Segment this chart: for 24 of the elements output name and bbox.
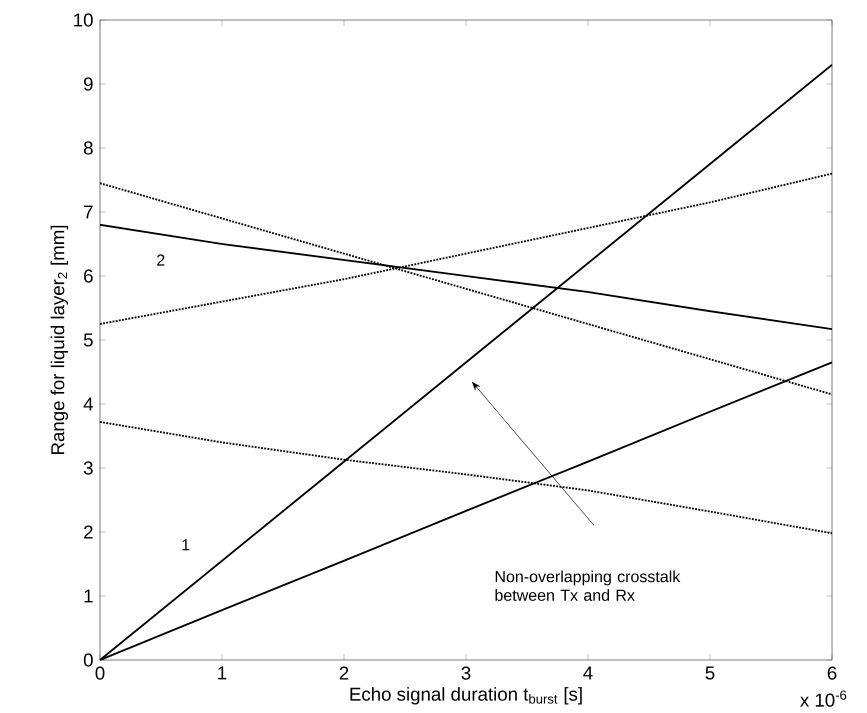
text: x 10$^{-6}$ xyxy=(800,690,846,707)
x-tick-label: 1 xyxy=(218,666,226,680)
y-tick-label: 3 xyxy=(84,461,93,475)
x-tick-label: 4 xyxy=(583,666,593,680)
x-tick-label: 2 xyxy=(340,666,348,680)
annotation: Non-overlapping crosstalk between Tx and Rx xyxy=(495,570,680,601)
annotation: 1 xyxy=(182,539,190,550)
x-tick-label: 0 xyxy=(96,666,104,680)
y-tick-label: 10 xyxy=(74,13,93,27)
y-tick-label: 1 xyxy=(84,590,93,602)
y-tick-label: 5 xyxy=(84,333,93,347)
y-tick-label: 0 xyxy=(84,653,93,667)
y-tick-label: 2 xyxy=(84,525,93,539)
y-tick-label: 9 xyxy=(84,77,93,91)
y-tick-label: 7 xyxy=(84,206,93,218)
y-axis-title: Range for liquid layer$_{2}$ [mm] xyxy=(50,226,68,454)
annotation: 2 xyxy=(157,254,164,266)
x-axis-title: Echo signal duration t$_{burst}$ [s] xyxy=(350,687,582,704)
x-tick-label: 6 xyxy=(828,666,836,680)
y-tick-label: 6 xyxy=(84,269,93,283)
y-tick-label: 8 xyxy=(84,141,93,155)
y-tick-label: 4 xyxy=(84,398,93,410)
x-tick-label: 3 xyxy=(462,666,470,680)
x-tick-label: 5 xyxy=(706,666,714,680)
